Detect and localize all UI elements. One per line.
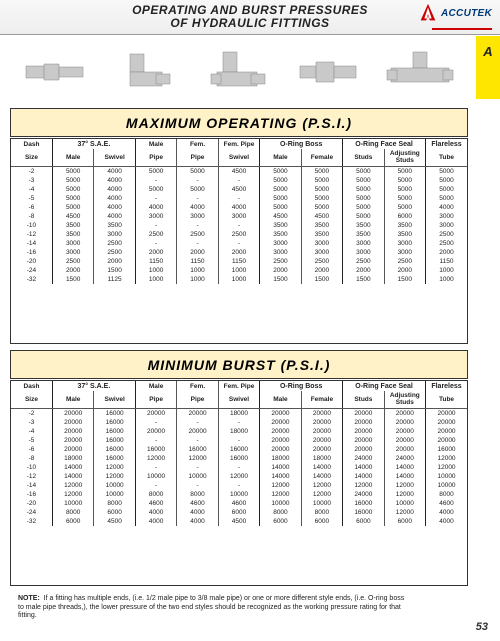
catalog-page: OPERATING AND BURST PRESSURES OF HYDRAUL… [0,0,500,641]
section-title-label: MAXIMUM OPERATING (P.S.I.) [126,115,352,131]
operating-table-wrap: Dash37° S.A.E.MaleFem.Fem. PipeO-Ring Bo… [10,138,468,344]
note-label: NOTE: [18,595,40,602]
section-title-burst: MINIMUM BURST (P.S.I.) [10,350,468,379]
section-title-label: MINIMUM BURST (P.S.I.) [148,357,331,373]
fitting-icon [385,48,455,96]
title-line-2: OF HYDRAULIC FITTINGS [170,16,329,30]
title-line-1: OPERATING AND BURST PRESSURES [132,3,368,17]
brand-name: ACCUTEK [441,8,492,19]
fitting-icon [112,48,182,96]
burst-table-wrap: Dash37° S.A.E.MaleFem.Fem. PipeO-Ring Bo… [10,380,468,586]
operating-table: Dash37° S.A.E.MaleFem.Fem. PipeO-Ring Bo… [11,139,467,284]
section-title-operating: MAXIMUM OPERATING (P.S.I.) [10,108,468,137]
note-text: If a fitting has multiple ends, (i.e. 1/… [18,595,404,620]
page-number: 53 [476,621,488,633]
brand-underline [432,28,492,30]
section-tab-letter: A [483,44,492,59]
fitting-icon [21,48,91,96]
footnote: NOTE: If a fitting has multiple ends, (i… [18,595,410,621]
section-tab: A [476,36,500,99]
burst-table: Dash37° S.A.E.MaleFem.Fem. PipeO-Ring Bo… [11,381,467,526]
header-band: OPERATING AND BURST PRESSURES OF HYDRAUL… [0,0,500,35]
fitting-icon [203,48,273,96]
brand: ACCUTEK [417,2,492,24]
fitting-images-row [10,44,466,100]
brand-logo-icon [417,2,439,24]
fitting-icon [294,48,364,96]
